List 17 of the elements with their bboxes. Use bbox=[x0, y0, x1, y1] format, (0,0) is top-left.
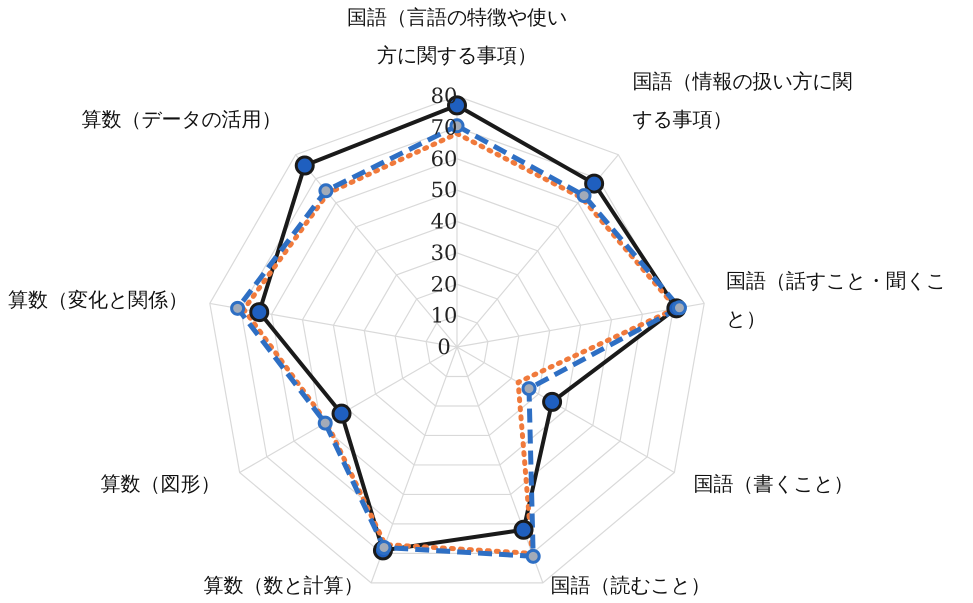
spoke-label: 国語（情報の扱い方に関する事項） bbox=[632, 68, 852, 131]
y-tick-label: 40 bbox=[430, 210, 458, 234]
spoke-label: 国語（言語の特徴や使い方に関する事項） bbox=[347, 5, 567, 67]
y-tick-label: 50 bbox=[430, 178, 458, 202]
y-tick-label: 0 bbox=[437, 335, 451, 359]
y-tick-label: 80 bbox=[430, 84, 458, 108]
y-tick-label: 10 bbox=[430, 304, 458, 328]
y-tick-label: 30 bbox=[430, 240, 458, 265]
spoke-label: 算数（図形） bbox=[100, 472, 221, 496]
spoke-label: 国語（読むこと） bbox=[550, 573, 710, 597]
y-tick-label: 20 bbox=[430, 272, 458, 296]
spoke-label: 国語（書くこと） bbox=[693, 472, 854, 496]
spoke-label: 算数（変化と関係） bbox=[8, 288, 188, 312]
y-tick-label: 60 bbox=[430, 146, 458, 171]
spoke-label: 国語（話すこと・聞くこと） bbox=[726, 268, 946, 331]
spoke-label: 算数（数と計算） bbox=[204, 573, 364, 597]
spoke-label: 算数（データの活用） bbox=[82, 106, 282, 131]
